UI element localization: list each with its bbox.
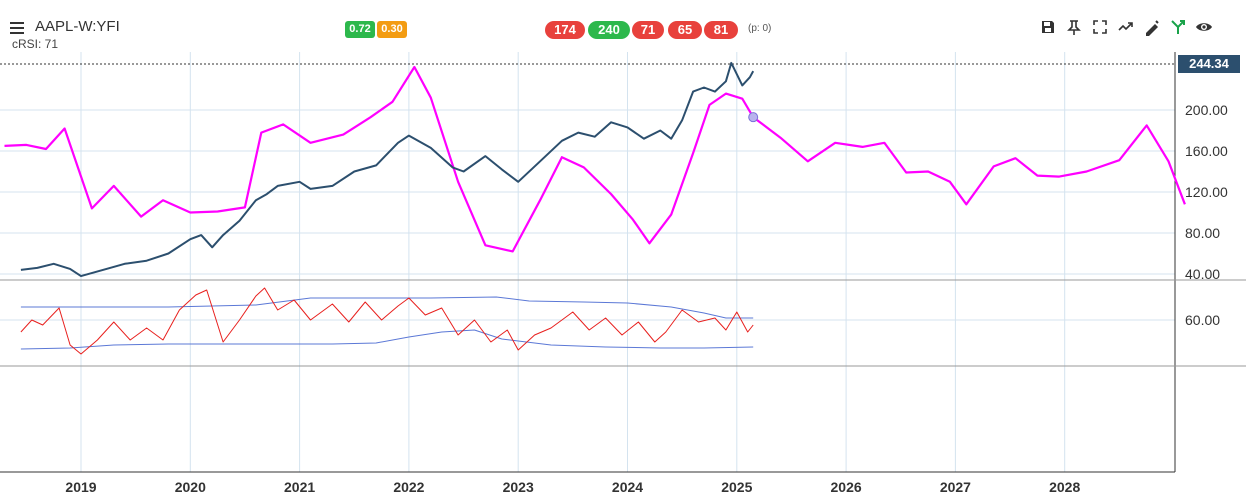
- cycle-projection-line: [4, 65, 1186, 253]
- draw-icon[interactable]: [1143, 18, 1161, 36]
- save-icon[interactable]: [1039, 18, 1057, 36]
- x-tick-label: 2028: [1049, 479, 1080, 495]
- x-tick-label: 2024: [612, 479, 643, 495]
- x-tick-label: 2026: [831, 479, 862, 495]
- signal-badge-2[interactable]: 240: [588, 21, 630, 39]
- y-tick-label: 200.00: [1185, 102, 1228, 118]
- markers: [748, 112, 759, 123]
- eye-icon[interactable]: [1195, 18, 1213, 36]
- y-tick-label: 40.00: [1185, 266, 1220, 282]
- ratio-badge-green: 0.72: [345, 21, 375, 38]
- crsi-y-tick-label: 60.00: [1185, 312, 1220, 328]
- x-tick-label: 2025: [721, 479, 752, 495]
- x-tick-label: 2022: [393, 479, 424, 495]
- crsi-line: [20, 287, 754, 355]
- y-tick-label: 80.00: [1185, 225, 1220, 241]
- trend-icon[interactable]: [1117, 18, 1135, 36]
- price-series: [20, 61, 755, 278]
- ratio-badge-orange: 0.30: [377, 21, 407, 38]
- x-axis-labels: 2019 2020 2021 2022 2023 2024 2025 2026 2027 2028: [65, 479, 1080, 495]
- x-tick-label: 2021: [284, 479, 315, 495]
- x-tick-label: 2019: [65, 479, 96, 495]
- chart-header: AAPL-W:YFI cRSI: 71 0.72 0.30 174 240 71…: [0, 0, 1246, 52]
- grid-lines: [0, 52, 1175, 472]
- price-line: [20, 61, 755, 278]
- y-tick-label: 120.00: [1185, 184, 1228, 200]
- y-axis-labels: 200.00 160.00 120.00 80.00 40.00 60.00: [1185, 102, 1228, 328]
- last-price-label: 244.34: [1178, 55, 1240, 73]
- upper-band-series: [20, 296, 754, 319]
- fullscreen-icon[interactable]: [1091, 18, 1109, 36]
- y-tick-label: 160.00: [1185, 143, 1228, 159]
- signal-badge-4[interactable]: 65: [668, 21, 702, 39]
- x-tick-label: 2027: [940, 479, 971, 495]
- cycle-current-marker: [748, 112, 759, 123]
- indicator-label: cRSI: 71: [12, 37, 59, 51]
- menu-icon[interactable]: [10, 22, 24, 34]
- p-count: (p: 0): [748, 23, 772, 34]
- symbol-title[interactable]: AAPL-W:YFI: [35, 18, 120, 35]
- lower-band-series: [20, 329, 754, 350]
- signal-badge-3[interactable]: 71: [632, 21, 664, 39]
- crsi-lower-band: [20, 329, 754, 350]
- crsi-upper-band: [20, 296, 754, 319]
- x-tick-label: 2020: [175, 479, 206, 495]
- x-tick-label: 2023: [503, 479, 534, 495]
- branch-icon[interactable]: [1169, 18, 1187, 36]
- signal-badge-1[interactable]: 174: [545, 21, 585, 39]
- pin-icon[interactable]: [1065, 18, 1083, 36]
- cycle-series: [4, 65, 1186, 253]
- panel-borders: [0, 52, 1246, 473]
- signal-badge-5[interactable]: 81: [704, 21, 738, 39]
- crsi-series: [20, 287, 754, 355]
